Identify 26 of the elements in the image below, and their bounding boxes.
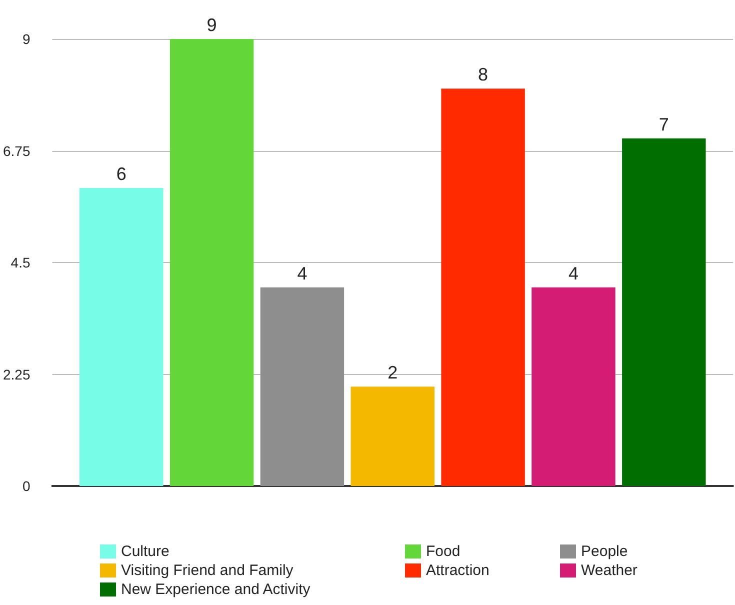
data-label: 4 — [568, 263, 578, 284]
bar — [260, 287, 344, 486]
data-label: 9 — [206, 15, 217, 35]
y-tick-label: 0 — [22, 478, 30, 494]
legend-label: Culture — [121, 543, 170, 560]
bar — [170, 39, 254, 486]
bar — [532, 287, 616, 486]
y-tick-label: 6.75 — [3, 142, 30, 159]
y-tick-label: 9 — [22, 31, 30, 47]
data-label: 6 — [116, 164, 126, 184]
y-tick-label: 4.5 — [10, 254, 30, 270]
legend-label: Weather — [581, 562, 638, 579]
legend-label: Food — [426, 543, 460, 560]
bar — [79, 188, 164, 486]
bar — [622, 138, 706, 486]
data-label: 4 — [297, 263, 308, 284]
y-tick-label: 2.25 — [3, 366, 30, 382]
legend-label: People — [581, 543, 628, 560]
legend-label: Visiting Friend and Family — [121, 562, 294, 579]
legend-label: Attraction — [426, 562, 490, 579]
data-label: 7 — [658, 114, 669, 134]
bar — [350, 386, 434, 486]
data-label: 2 — [388, 362, 398, 383]
bar — [441, 88, 525, 486]
legend-label: New Experience and Activity — [121, 581, 311, 598]
data-label: 8 — [478, 64, 488, 85]
